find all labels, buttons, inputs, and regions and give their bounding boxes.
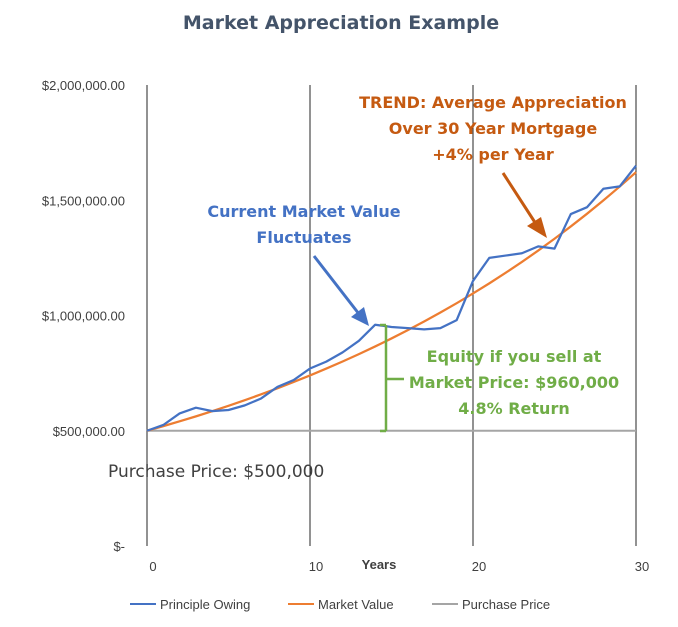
trend-annotation: TREND: Average Appreciation Over 30 Year… bbox=[359, 93, 627, 238]
legend-label-principle-owing: Principle Owing bbox=[160, 597, 250, 612]
x-tick-label: 30 bbox=[635, 559, 649, 574]
purchase-price-annotation: Purchase Price: $500,000 bbox=[108, 462, 324, 482]
equity-annotation-line-1: Equity if you sell at bbox=[427, 347, 602, 366]
legend-label-market-value: Market Value bbox=[318, 597, 394, 612]
trend-arrow-shaft bbox=[501, 172, 538, 225]
y-axis-tick-labels: $- $500,000.00 $1,000,000.00 $1,500,000.00 $… bbox=[42, 78, 125, 554]
market-annotation-line-1: Current Market Value bbox=[207, 202, 400, 221]
legend: Principle Owing Market Value Purchase Pric… bbox=[130, 597, 550, 612]
market-arrow-shaft bbox=[312, 255, 361, 315]
y-tick-label: $- bbox=[113, 539, 125, 554]
y-tick-label: $1,500,000.00 bbox=[42, 193, 125, 208]
x-tick-label: 10 bbox=[309, 559, 323, 574]
series-lines bbox=[146, 164, 637, 432]
y-tick-label: $500,000.00 bbox=[53, 424, 125, 439]
gridlines bbox=[146, 85, 637, 546]
trend-arrow-head bbox=[527, 217, 547, 238]
market-arrow-head bbox=[351, 307, 369, 326]
x-axis-title: Years bbox=[362, 557, 397, 572]
equity-bracket bbox=[380, 323, 404, 433]
equity-annotation-line-2: Market Price: $960,000 bbox=[409, 373, 619, 392]
series-line-principle-owing bbox=[146, 164, 637, 432]
market-annotation-line-2: Fluctuates bbox=[256, 228, 351, 247]
x-tick-label: 20 bbox=[472, 559, 486, 574]
market-annotation: Current Market Value Fluctuates bbox=[207, 202, 401, 326]
chart-title: Market Appreciation Example bbox=[183, 12, 499, 34]
x-axis-tick-labels: 0 10 20 30 bbox=[149, 559, 649, 574]
legend-label-purchase-price: Purchase Price bbox=[462, 597, 550, 612]
equity-annotation-line-3: 4.8% Return bbox=[458, 399, 569, 418]
y-tick-label: $1,000,000.00 bbox=[42, 309, 125, 324]
trend-annotation-line-3: +4% per Year bbox=[432, 145, 554, 164]
trend-annotation-line-1: TREND: Average Appreciation bbox=[359, 93, 627, 112]
series-line-market-value bbox=[146, 171, 637, 432]
y-tick-label: $2,000,000.00 bbox=[42, 78, 125, 93]
trend-annotation-line-2: Over 30 Year Mortgage bbox=[389, 119, 598, 138]
equity-annotation: Equity if you sell at Market Price: $960… bbox=[409, 347, 619, 418]
x-tick-label: 0 bbox=[149, 559, 156, 574]
